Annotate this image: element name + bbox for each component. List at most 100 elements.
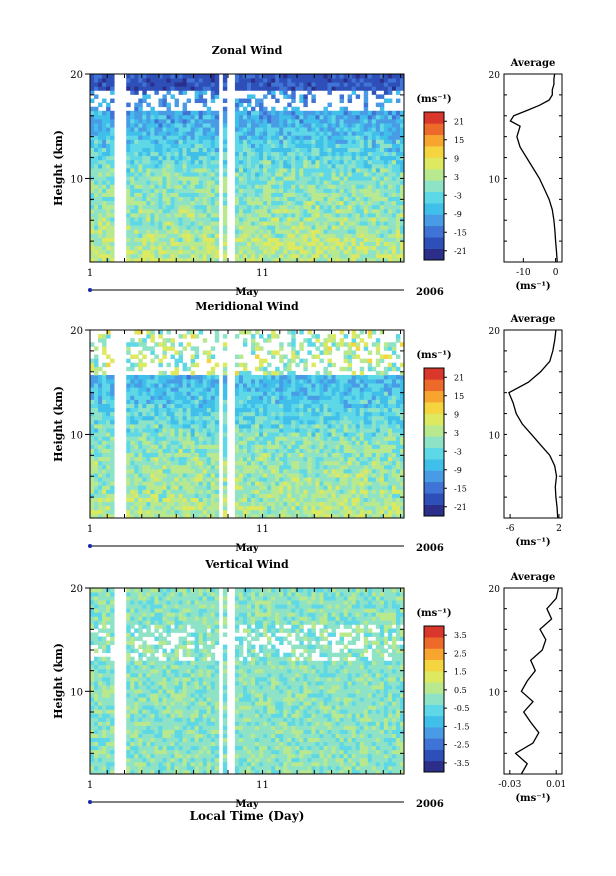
heatmap-cell xyxy=(178,468,183,474)
heatmap-cell xyxy=(138,172,143,177)
heatmap-cell xyxy=(154,374,159,380)
heatmap-cell xyxy=(295,106,300,112)
heatmap-cell xyxy=(102,513,107,519)
heatmap-cell xyxy=(295,245,300,251)
heatmap-cell xyxy=(106,249,111,255)
heatmap-cell xyxy=(255,253,260,259)
heatmap-cell xyxy=(90,249,95,255)
heatmap-cell xyxy=(206,399,212,404)
heatmap-cell xyxy=(399,229,405,234)
heatmap-cell xyxy=(343,176,349,181)
heatmap-cell xyxy=(210,460,216,466)
heatmap-cell xyxy=(279,135,284,140)
heatmap-cell xyxy=(283,94,288,99)
heatmap-cell xyxy=(275,98,280,104)
heatmap-cell xyxy=(367,253,373,259)
heatmap-cell xyxy=(238,204,244,210)
heatmap-cell xyxy=(311,200,316,206)
heatmap-cell xyxy=(214,257,220,263)
heatmap-cell xyxy=(279,168,284,173)
heatmap-cell xyxy=(367,180,373,185)
heatmap-cell xyxy=(170,229,175,234)
heatmap-cell xyxy=(363,229,369,234)
heatmap-cell xyxy=(367,123,373,128)
heatmap-cell xyxy=(162,432,167,437)
heatmap-cell xyxy=(166,379,171,384)
heatmap-cell xyxy=(90,391,95,396)
heatmap-cell xyxy=(238,456,244,462)
heatmap-cell xyxy=(206,192,212,198)
heatmap-cell xyxy=(242,249,248,255)
heatmap-cell xyxy=(190,358,196,364)
heatmap-cell xyxy=(238,98,244,104)
heatmap-cell xyxy=(255,114,260,120)
heatmap-cell xyxy=(251,444,256,449)
heatmap-cell xyxy=(275,241,280,247)
heatmap-cell xyxy=(275,163,280,169)
heatmap-cell xyxy=(146,94,151,99)
heatmap-cell xyxy=(367,257,373,263)
heatmap-cell xyxy=(222,477,228,482)
heatmap-cell xyxy=(395,74,401,79)
heatmap-cell xyxy=(174,155,179,161)
heatmap-cell xyxy=(291,131,296,136)
heatmap-cell xyxy=(206,233,212,238)
heatmap-cell xyxy=(110,415,115,421)
heatmap-cell xyxy=(146,245,151,251)
heatmap-cell xyxy=(307,78,312,83)
heatmap-cell xyxy=(206,176,212,181)
heatmap-cell xyxy=(275,448,280,454)
heatmap-cell xyxy=(283,196,288,202)
heatmap-cell xyxy=(251,176,256,181)
heatmap-cell xyxy=(194,257,200,263)
heatmap-cell xyxy=(90,407,95,413)
heatmap-cell xyxy=(275,477,280,482)
heatmap-cell xyxy=(279,415,284,421)
heatmap-cell xyxy=(391,212,397,218)
heatmap-cell xyxy=(106,139,111,144)
heatmap-cell xyxy=(267,513,272,519)
heatmap-cell xyxy=(182,493,188,498)
heatmap-cell xyxy=(291,86,296,91)
heatmap-cell xyxy=(206,358,212,364)
heatmap-cell xyxy=(242,436,248,441)
heatmap-cell xyxy=(271,432,276,437)
heatmap-cell xyxy=(190,391,196,396)
heatmap-cell xyxy=(311,143,316,148)
heatmap-cell xyxy=(190,444,196,449)
heatmap-cell xyxy=(267,253,272,259)
heatmap-cell xyxy=(242,200,248,206)
heatmap-cell xyxy=(190,460,196,466)
heatmap-cell xyxy=(247,513,252,519)
heatmap-cell xyxy=(251,257,256,263)
heatmap-cell xyxy=(146,196,151,202)
heatmap-cell xyxy=(275,147,280,153)
heatmap-cell xyxy=(303,257,308,263)
heatmap-cell xyxy=(255,241,260,247)
heatmap-cell xyxy=(162,460,167,466)
heatmap-cell xyxy=(202,473,208,478)
heatmap-cell xyxy=(154,407,159,413)
heatmap-cell xyxy=(242,370,248,376)
heatmap-cell xyxy=(134,143,139,148)
heatmap-cell xyxy=(170,78,175,83)
heatmap-cell xyxy=(110,90,115,95)
heatmap-cell xyxy=(130,444,135,449)
heatmap-cell xyxy=(178,464,183,470)
heatmap-cell xyxy=(303,180,308,185)
heatmap-cell xyxy=(343,184,349,189)
heatmap-cell xyxy=(251,346,256,351)
heatmap-cell xyxy=(355,168,361,173)
heatmap-cell xyxy=(255,257,260,263)
heatmap-cell xyxy=(222,253,228,259)
heatmap-cell xyxy=(102,159,107,165)
heatmap-cell xyxy=(255,78,260,83)
heatmap-cell xyxy=(134,249,139,255)
heatmap-cell xyxy=(90,460,95,466)
heatmap-cell xyxy=(126,513,131,519)
heatmap-cell xyxy=(331,180,336,185)
heatmap-cell xyxy=(238,200,244,206)
heatmap-cell xyxy=(110,456,115,462)
heatmap-cell xyxy=(242,180,248,185)
heatmap-cell xyxy=(335,176,340,181)
